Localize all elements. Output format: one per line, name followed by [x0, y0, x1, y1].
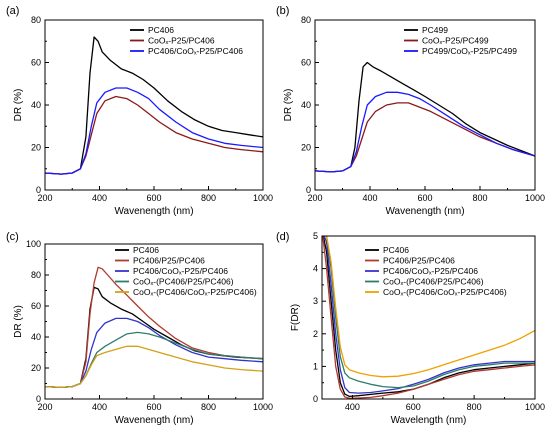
x-tick-label: 400	[345, 402, 360, 412]
x-axis-label: Wavenength (nm)	[114, 206, 193, 217]
series-line-0	[322, 236, 535, 398]
legend-entry: CoOₓ-P25/PC499	[422, 36, 489, 46]
series-line-1	[322, 236, 535, 399]
y-tick-label: 0	[36, 185, 41, 195]
x-tick-label: 800	[472, 193, 487, 203]
legend-entry: PC406/CoOₓ-P25/PC406	[148, 46, 243, 56]
series-line-0	[45, 286, 263, 389]
panel-label: (d)	[276, 231, 289, 243]
y-axis-label: DR (%)	[13, 305, 24, 338]
series-line-4	[325, 236, 535, 378]
x-tick-label: 400	[362, 193, 377, 203]
y-axis-label: F(DR)	[290, 304, 301, 331]
y-tick-label: 1	[313, 361, 318, 371]
y-tick-label: 40	[31, 100, 41, 110]
y-tick-label: 40	[301, 100, 311, 110]
chart-panel-3: (d) 400 600 800 1000 0 1 2 3 4 5 Wavelength (nm) F(D…	[276, 231, 545, 426]
x-axis-label: Wavenength (nm)	[385, 206, 464, 217]
y-tick-label: 0	[36, 394, 41, 404]
legend: PC406PC406/P25/PC406PC406/CoOₓ-P25/PC406…	[365, 245, 507, 297]
x-tick-label: 600	[406, 402, 421, 412]
x-tick-label: 1000	[525, 193, 545, 203]
x-tick-label: 1000	[253, 402, 273, 412]
legend: PC406PC406/P25/PC406PC406/CoOₓ-P25/PC406…	[115, 245, 257, 297]
legend-entry: PC499	[422, 25, 448, 35]
chart-panel-2: (c) 200 400 600 800 1000 0 20 40 60 80 100 Wavenengt…	[6, 231, 273, 426]
legend-entry: PC406	[383, 245, 409, 255]
legend-entry: CoOₓ-(PC406/P25/PC406)	[133, 277, 234, 287]
y-tick-label: 80	[31, 270, 41, 280]
series-line-3	[45, 331, 263, 389]
x-tick-label: 1000	[525, 402, 545, 412]
y-tick-label: 20	[301, 143, 311, 153]
y-tick-label: 40	[31, 332, 41, 342]
x-tick-label: 200	[37, 193, 52, 203]
series-line-2	[323, 236, 535, 394]
series-line-0	[45, 36, 263, 175]
x-tick-label: 800	[201, 193, 216, 203]
series-line-2	[315, 91, 535, 173]
chart-panel-1: (b) 200 400 600 800 1000 0 20 40 60 80 Wavenength (…	[276, 5, 545, 217]
y-tick-label: 5	[313, 231, 318, 241]
y-axis-label: DR (%)	[283, 89, 294, 122]
legend-entry: CoOₓ-(PC406/P25/PC406)	[383, 277, 484, 287]
x-axis-label: Wavenength (nm)	[114, 415, 193, 426]
x-tick-label: 1000	[253, 193, 273, 203]
y-tick-label: 80	[301, 15, 311, 25]
series-line-1	[45, 95, 263, 175]
legend-entry: CoOₓ-(PC406/CoOₓ-P25/PC406)	[383, 287, 507, 297]
series-line-0	[315, 61, 535, 173]
legend-entry: CoOₓ-P25/PC406	[148, 36, 215, 46]
chart-panel-0: (a) 200 400 600 800 1000 0 20 40 60 80 Wavenength (…	[6, 5, 273, 217]
x-tick-label: 400	[92, 402, 107, 412]
panel-label: (a)	[6, 5, 19, 17]
x-tick-label: 600	[417, 193, 432, 203]
y-tick-label: 20	[31, 363, 41, 373]
x-tick-label: 800	[201, 402, 216, 412]
series-line-4	[45, 345, 263, 389]
x-tick-label: 600	[146, 402, 161, 412]
legend-entry: PC406/P25/PC406	[133, 256, 205, 266]
x-tick-label: 800	[467, 402, 482, 412]
legend-entry: PC406/P25/PC406	[383, 256, 455, 266]
legend-entry: PC406/CoOₓ-P25/PC406	[133, 266, 228, 276]
y-tick-label: 3	[313, 296, 318, 306]
series-line-3	[325, 236, 535, 389]
y-axis-label: DR (%)	[13, 89, 24, 122]
series-line-1	[45, 266, 263, 389]
y-tick-label: 4	[313, 264, 318, 274]
series-line-1	[315, 102, 535, 173]
series-line-2	[45, 87, 263, 175]
x-tick-label: 600	[146, 193, 161, 203]
legend-entry: PC406/CoOₓ-P25/PC406	[383, 266, 478, 276]
y-tick-label: 60	[31, 301, 41, 311]
y-tick-label: 2	[313, 329, 318, 339]
y-tick-label: 100	[26, 239, 41, 249]
legend-entry: PC406	[133, 245, 159, 255]
y-tick-label: 0	[313, 394, 318, 404]
y-tick-label: 80	[31, 15, 41, 25]
y-tick-label: 20	[31, 143, 41, 153]
panel-label: (b)	[276, 5, 289, 17]
x-tick-label: 400	[92, 193, 107, 203]
x-tick-label: 200	[307, 193, 322, 203]
panel-label: (c)	[6, 231, 19, 243]
y-tick-label: 60	[301, 58, 311, 68]
x-axis-label: Wavelength (nm)	[391, 415, 467, 426]
legend-entry: PC499/CoOₓ-P25/PC499	[422, 46, 517, 56]
y-tick-label: 0	[306, 185, 311, 195]
y-tick-label: 60	[31, 58, 41, 68]
legend-entry: CoOₓ-(PC406/CoOₓ-P25/PC406)	[133, 287, 257, 297]
legend-entry: PC406	[148, 25, 174, 35]
x-tick-label: 200	[37, 402, 52, 412]
